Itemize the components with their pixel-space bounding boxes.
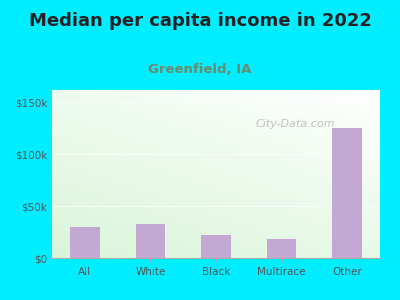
- Text: Median per capita income in 2022: Median per capita income in 2022: [28, 12, 372, 30]
- Bar: [201, 235, 231, 258]
- Text: City-Data.com: City-Data.com: [255, 118, 335, 129]
- Bar: [332, 128, 362, 258]
- Text: Greenfield, IA: Greenfield, IA: [148, 63, 252, 76]
- Bar: [267, 239, 296, 258]
- Bar: [136, 224, 165, 258]
- Bar: [70, 227, 100, 258]
